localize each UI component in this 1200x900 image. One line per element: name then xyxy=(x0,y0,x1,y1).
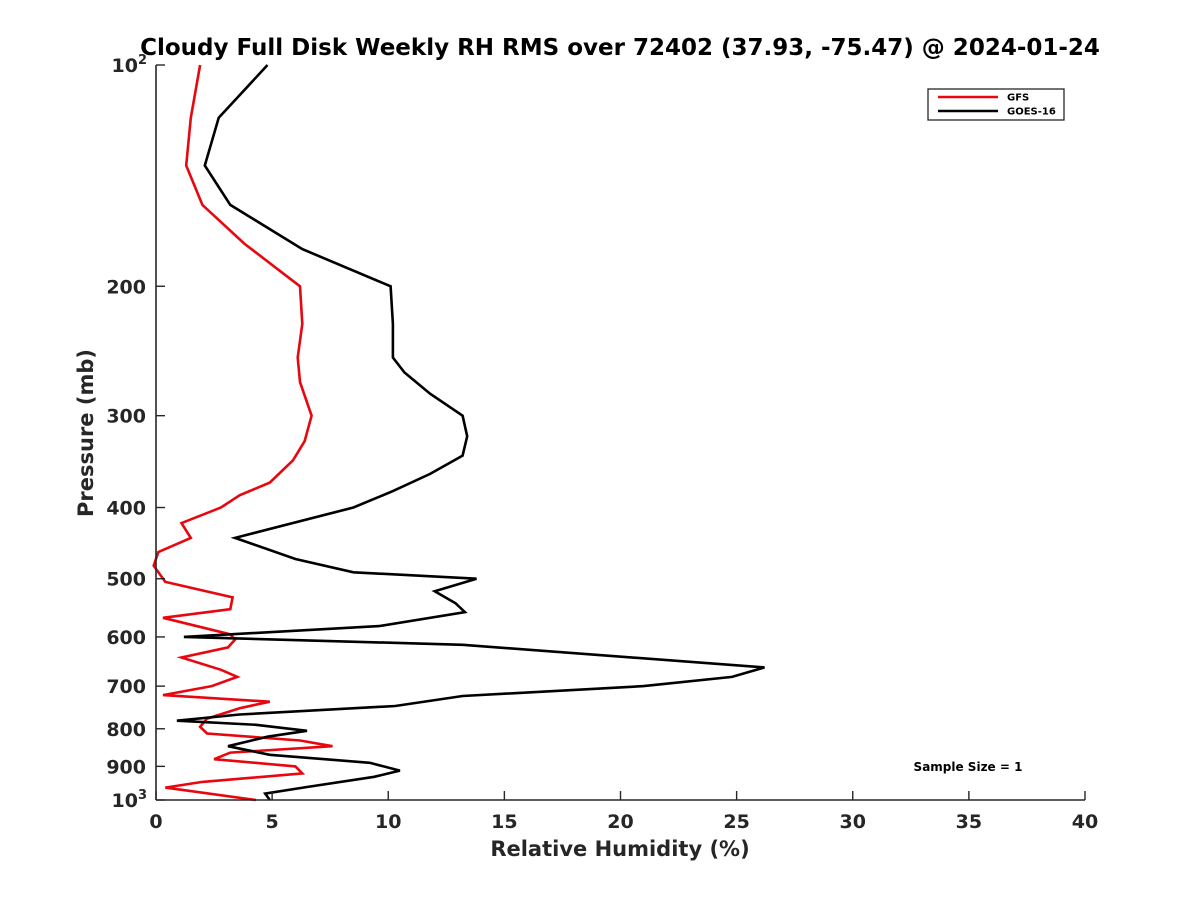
y-tick-label: 200 xyxy=(106,276,146,298)
y-tick-label: 800 xyxy=(106,719,146,741)
x-tick-label: 0 xyxy=(149,811,162,833)
x-tick-label: 30 xyxy=(840,811,866,833)
y-tick-label: 10 xyxy=(112,790,138,812)
x-tick-label: 40 xyxy=(1072,811,1098,833)
series-layer xyxy=(152,64,765,802)
x-tick-label: 35 xyxy=(956,811,982,833)
series-line-gfs xyxy=(152,64,333,802)
sample-size-annotation: Sample Size = 1 xyxy=(914,760,1023,774)
y-tick-exponent: 3 xyxy=(138,788,147,803)
legend-label: GFS xyxy=(1007,93,1029,104)
x-tick-label: 25 xyxy=(723,811,749,833)
y-tick-exponent: 2 xyxy=(138,53,147,68)
x-tick-label: 20 xyxy=(607,811,633,833)
y-tick-label: 300 xyxy=(106,406,146,428)
y-tick-label: 500 xyxy=(106,569,146,591)
y-axis-label: Pressure (mb) xyxy=(74,349,98,517)
y-tick-label: 900 xyxy=(106,756,146,778)
x-tick-label: 10 xyxy=(375,811,401,833)
y-tick-label: 600 xyxy=(106,627,146,649)
chart-title: Cloudy Full Disk Weekly RH RMS over 7240… xyxy=(140,35,1100,61)
y-tick-label: 400 xyxy=(106,498,146,520)
legend-box xyxy=(927,88,1065,121)
legend-label: GOES-16 xyxy=(1007,107,1056,118)
x-tick-label: 15 xyxy=(491,811,517,833)
y-tick-label: 10 xyxy=(112,55,138,77)
x-axis-label: Relative Humidity (%) xyxy=(490,837,749,861)
legend: GFS GOES-16 xyxy=(927,88,1065,121)
x-tick-label: 5 xyxy=(266,811,279,833)
series-line-goes-16 xyxy=(176,64,765,801)
y-tick-label: 700 xyxy=(106,676,146,698)
